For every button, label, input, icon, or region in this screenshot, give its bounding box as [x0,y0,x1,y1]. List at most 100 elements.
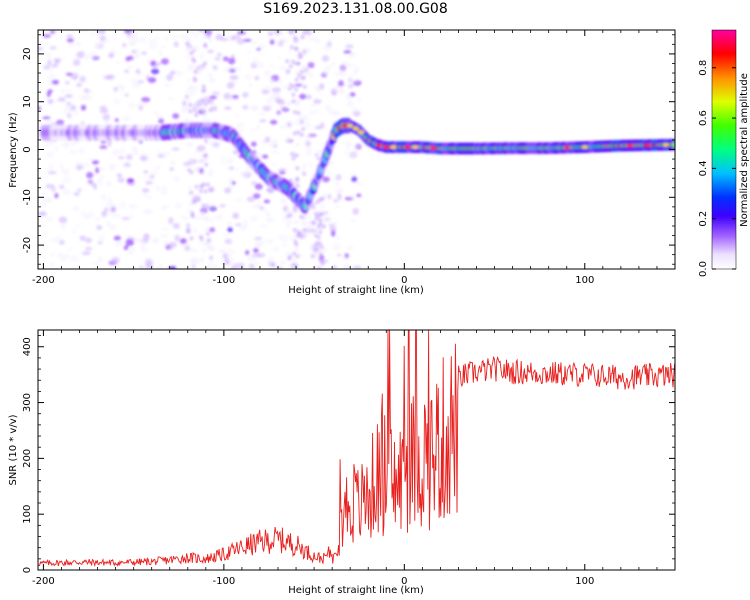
heatmap-noise-blob [172,223,181,229]
spectrogram-y-tick-label: 0 [22,146,33,152]
heatmap-noise-blob [163,151,171,156]
heatmap-noise-blob [272,245,280,253]
heatmap-streak-blob [288,64,293,69]
heatmap-noise-blob [239,122,245,127]
heatmap-peak-spot [626,143,633,148]
heatmap-noise-blob [68,149,77,154]
heatmap-streak-blob [299,132,304,137]
heatmap-noise-blob [332,265,337,269]
heatmap-noise-blob [84,247,93,251]
heatmap-noise-blob [229,75,239,81]
heatmap-noise-blob [227,33,233,38]
heatmap-noise-blob [53,145,59,152]
heatmap-noise-blob [339,257,348,261]
heatmap-noise-blob [160,58,169,65]
heatmap-noise-blob [315,88,323,93]
heatmap-noise-blob [278,65,287,70]
heatmap-noise-blob [121,216,131,221]
heatmap-streak-blob [285,59,290,64]
heatmap-noise-blob [157,154,165,158]
heatmap-streak-blob [188,109,193,114]
heatmap-noise-blob [354,182,364,186]
heatmap-noise-blob [215,213,224,221]
heatmap-streak-blob [207,34,212,39]
heatmap-noise-blob [252,62,258,68]
heatmap-noise-blob [128,204,133,209]
heatmap-noise-blob [96,30,104,35]
heatmap-noise-blob [80,104,87,111]
heatmap-noise-blob [179,33,189,40]
heatmap-noise-blob [125,239,135,247]
heatmap-noise-blob [325,43,332,48]
heatmap-streak-blob [207,265,212,269]
heatmap-streak-blob [287,86,292,91]
heatmap-noise-blob [147,210,154,214]
heatmap-noise-blob [180,215,189,221]
heatmap-noise-blob [219,249,227,253]
heatmap-peak-spot [341,123,348,128]
heatmap-noise-blob [76,83,83,87]
heatmap-noise-blob [117,177,125,183]
heatmap-noise-blob [277,31,284,36]
heatmap-streak-blob [295,254,300,259]
heatmap-noise-blob [232,212,239,219]
heatmap-noise-blob [256,47,261,51]
spectrogram-y-tick-label: -20 [22,237,33,253]
heatmap-streak-blob [287,256,292,261]
heatmap-streak-blob [291,92,296,97]
heatmap-noise-blob [345,245,354,251]
heatmap-noise-blob [270,119,278,125]
heatmap-noise-blob [73,192,80,197]
heatmap-noise-blob [172,113,180,119]
heatmap-noise-blob [259,119,267,123]
heatmap-noise-blob [305,225,312,229]
heatmap-noise-blob [185,142,195,148]
heatmap-noise-blob [169,167,174,172]
heatmap-noise-blob [335,234,341,241]
heatmap-streak-blob [318,212,323,217]
heatmap-noise-blob [107,196,112,203]
heatmap-noise-blob [61,56,66,61]
heatmap-noise-blob [128,214,135,219]
heatmap-noise-blob [250,141,257,147]
heatmap-noise-blob [118,155,125,160]
heatmap-noise-blob [111,149,121,156]
heatmap-noise-blob [114,242,121,247]
heatmap-streak-blob [198,30,203,33]
heatmap-noise-blob [90,183,96,187]
heatmap-ridge-core [671,142,675,148]
heatmap-noise-blob [167,96,174,101]
heatmap-streak-blob [293,35,298,40]
heatmap-noise-blob [286,234,291,239]
heatmap-noise-blob [104,206,109,213]
heatmap-noise-blob [305,149,312,157]
heatmap-noise-blob [263,70,272,77]
heatmap-noise-blob [182,100,187,107]
heatmap-noise-blob [158,49,163,57]
heatmap-streak-blob [203,138,208,143]
heatmap-noise-blob [88,157,96,161]
heatmap-noise-blob [248,263,255,269]
heatmap-noise-blob [337,253,342,257]
heatmap-noise-blob [280,237,289,243]
heatmap-noise-blob [46,59,52,66]
heatmap-streak-blob [297,73,302,78]
heatmap-streak-blob [293,257,298,262]
heatmap-streak-blob [312,231,317,236]
heatmap-noise-blob [73,110,80,116]
heatmap-noise-blob [240,170,249,178]
heatmap-streak-blob [296,130,301,135]
heatmap-noise-blob [314,125,323,130]
heatmap-noise-blob [96,178,104,186]
heatmap-noise-blob [279,38,287,43]
heatmap-noise-blob [248,82,254,88]
heatmap-noise-blob [268,78,276,86]
heatmap-noise-blob [113,235,122,241]
colorbar-tick-label: 0.4 [698,160,709,176]
heatmap-noise-blob [349,92,356,97]
heatmap-noise-blob [235,223,242,227]
heatmap-noise-blob [227,240,233,246]
heatmap-noise-blob [96,224,103,231]
heatmap-streak-blob [286,223,291,228]
heatmap-noise-blob [38,143,42,149]
